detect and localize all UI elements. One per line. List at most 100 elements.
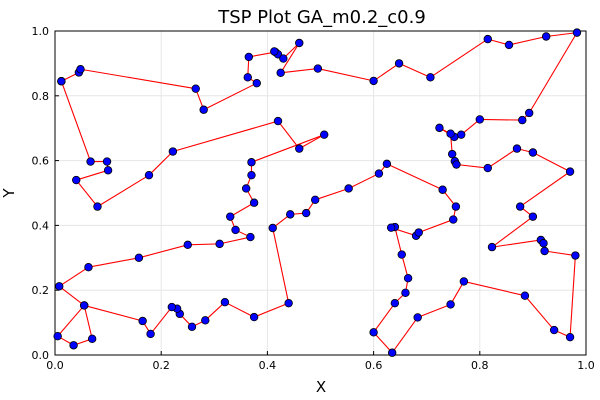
city-point: [483, 34, 492, 44]
tour-segment: [75, 179, 98, 207]
tour-segment: [528, 32, 578, 114]
tour-path: [57, 32, 578, 354]
tour-segment: [150, 306, 173, 335]
city-point: [295, 38, 304, 48]
tour-segment: [450, 281, 465, 305]
city-point: [84, 262, 93, 272]
y-axis: 0.0 0.2 0.4 0.6 0.8 1.0: [32, 25, 59, 362]
tour-segment: [430, 38, 489, 78]
y-tick-label: 0.6: [32, 155, 50, 168]
city-point: [187, 322, 197, 332]
tour-segment: [204, 301, 226, 321]
city-point: [435, 123, 444, 133]
city-point: [86, 157, 95, 166]
city-point: [475, 115, 484, 124]
city-point: [270, 47, 279, 56]
tour-segment: [315, 187, 349, 201]
city-point: [249, 312, 259, 322]
tour-segment: [58, 285, 85, 306]
city-points: [53, 28, 582, 357]
city-point: [168, 147, 178, 156]
tour-segment: [532, 152, 571, 173]
city-point: [320, 130, 329, 139]
city-point: [528, 212, 538, 221]
city-point: [310, 195, 320, 205]
tour-segment: [418, 219, 454, 234]
city-point: [541, 32, 551, 41]
tour-segment: [224, 301, 255, 318]
tour-segment: [203, 82, 258, 111]
city-point: [540, 246, 549, 256]
city-point: [369, 76, 378, 86]
city-point: [446, 129, 455, 138]
tour-segment: [272, 227, 290, 304]
city-point: [244, 52, 254, 62]
city-point: [369, 328, 378, 337]
tour-segment: [479, 118, 523, 121]
city-point: [571, 251, 580, 260]
x-tick-label: 0.4: [259, 359, 277, 372]
city-point: [451, 202, 461, 211]
tour-segment: [251, 134, 325, 163]
city-point: [487, 242, 497, 252]
tour-segment: [391, 317, 419, 354]
city-point: [344, 184, 353, 193]
tour-segment: [298, 134, 325, 150]
city-point: [374, 169, 384, 178]
city-point: [191, 84, 200, 93]
city-point: [183, 240, 192, 250]
y-tick-label: 0.4: [32, 219, 50, 232]
grid: [54, 30, 587, 356]
x-tick-label: 0.6: [365, 359, 383, 372]
tour-segment: [417, 303, 451, 318]
tour-segment: [491, 239, 541, 248]
city-point: [246, 232, 255, 242]
city-point: [572, 28, 582, 37]
city-point: [252, 78, 261, 88]
city-point: [146, 329, 155, 339]
city-point: [76, 65, 85, 74]
city-point: [382, 159, 392, 169]
x-axis: 0.0 0.2 0.4 0.6 0.8 1.0: [46, 351, 595, 372]
tour-segment: [229, 202, 255, 218]
city-point: [565, 332, 575, 342]
tour-segment: [88, 257, 139, 268]
city-point: [457, 130, 466, 139]
tour-segment: [519, 171, 571, 208]
city-point: [138, 316, 147, 326]
y-tick-label: 1.0: [32, 25, 50, 38]
city-point: [103, 166, 113, 175]
tour-segment: [187, 243, 220, 246]
tour-segment: [280, 42, 300, 74]
city-point: [401, 288, 410, 297]
tour-segment: [373, 331, 393, 354]
tour-segment: [172, 120, 279, 153]
city-point: [249, 198, 259, 207]
tour-segment: [97, 174, 150, 208]
tour-segment: [456, 163, 488, 169]
city-point: [295, 144, 304, 153]
y-tick-label: 0.8: [32, 90, 50, 103]
city-point: [69, 341, 78, 350]
city-point: [414, 228, 423, 237]
tour-segment: [84, 304, 143, 322]
tour-segment: [491, 216, 534, 248]
city-point: [528, 148, 538, 157]
tour-segment: [508, 35, 547, 46]
city-point: [276, 68, 285, 77]
city-point: [199, 105, 208, 114]
city-point: [565, 167, 575, 176]
city-point: [452, 160, 461, 169]
city-point: [268, 223, 277, 233]
city-point: [226, 212, 235, 221]
tour-segment: [277, 120, 300, 149]
y-axis-label: Y: [0, 188, 18, 199]
tour-segment: [373, 62, 400, 82]
city-point: [201, 316, 210, 325]
city-point: [215, 239, 224, 249]
city-point: [313, 64, 323, 73]
tour-segment: [394, 226, 403, 255]
city-point: [72, 175, 81, 185]
